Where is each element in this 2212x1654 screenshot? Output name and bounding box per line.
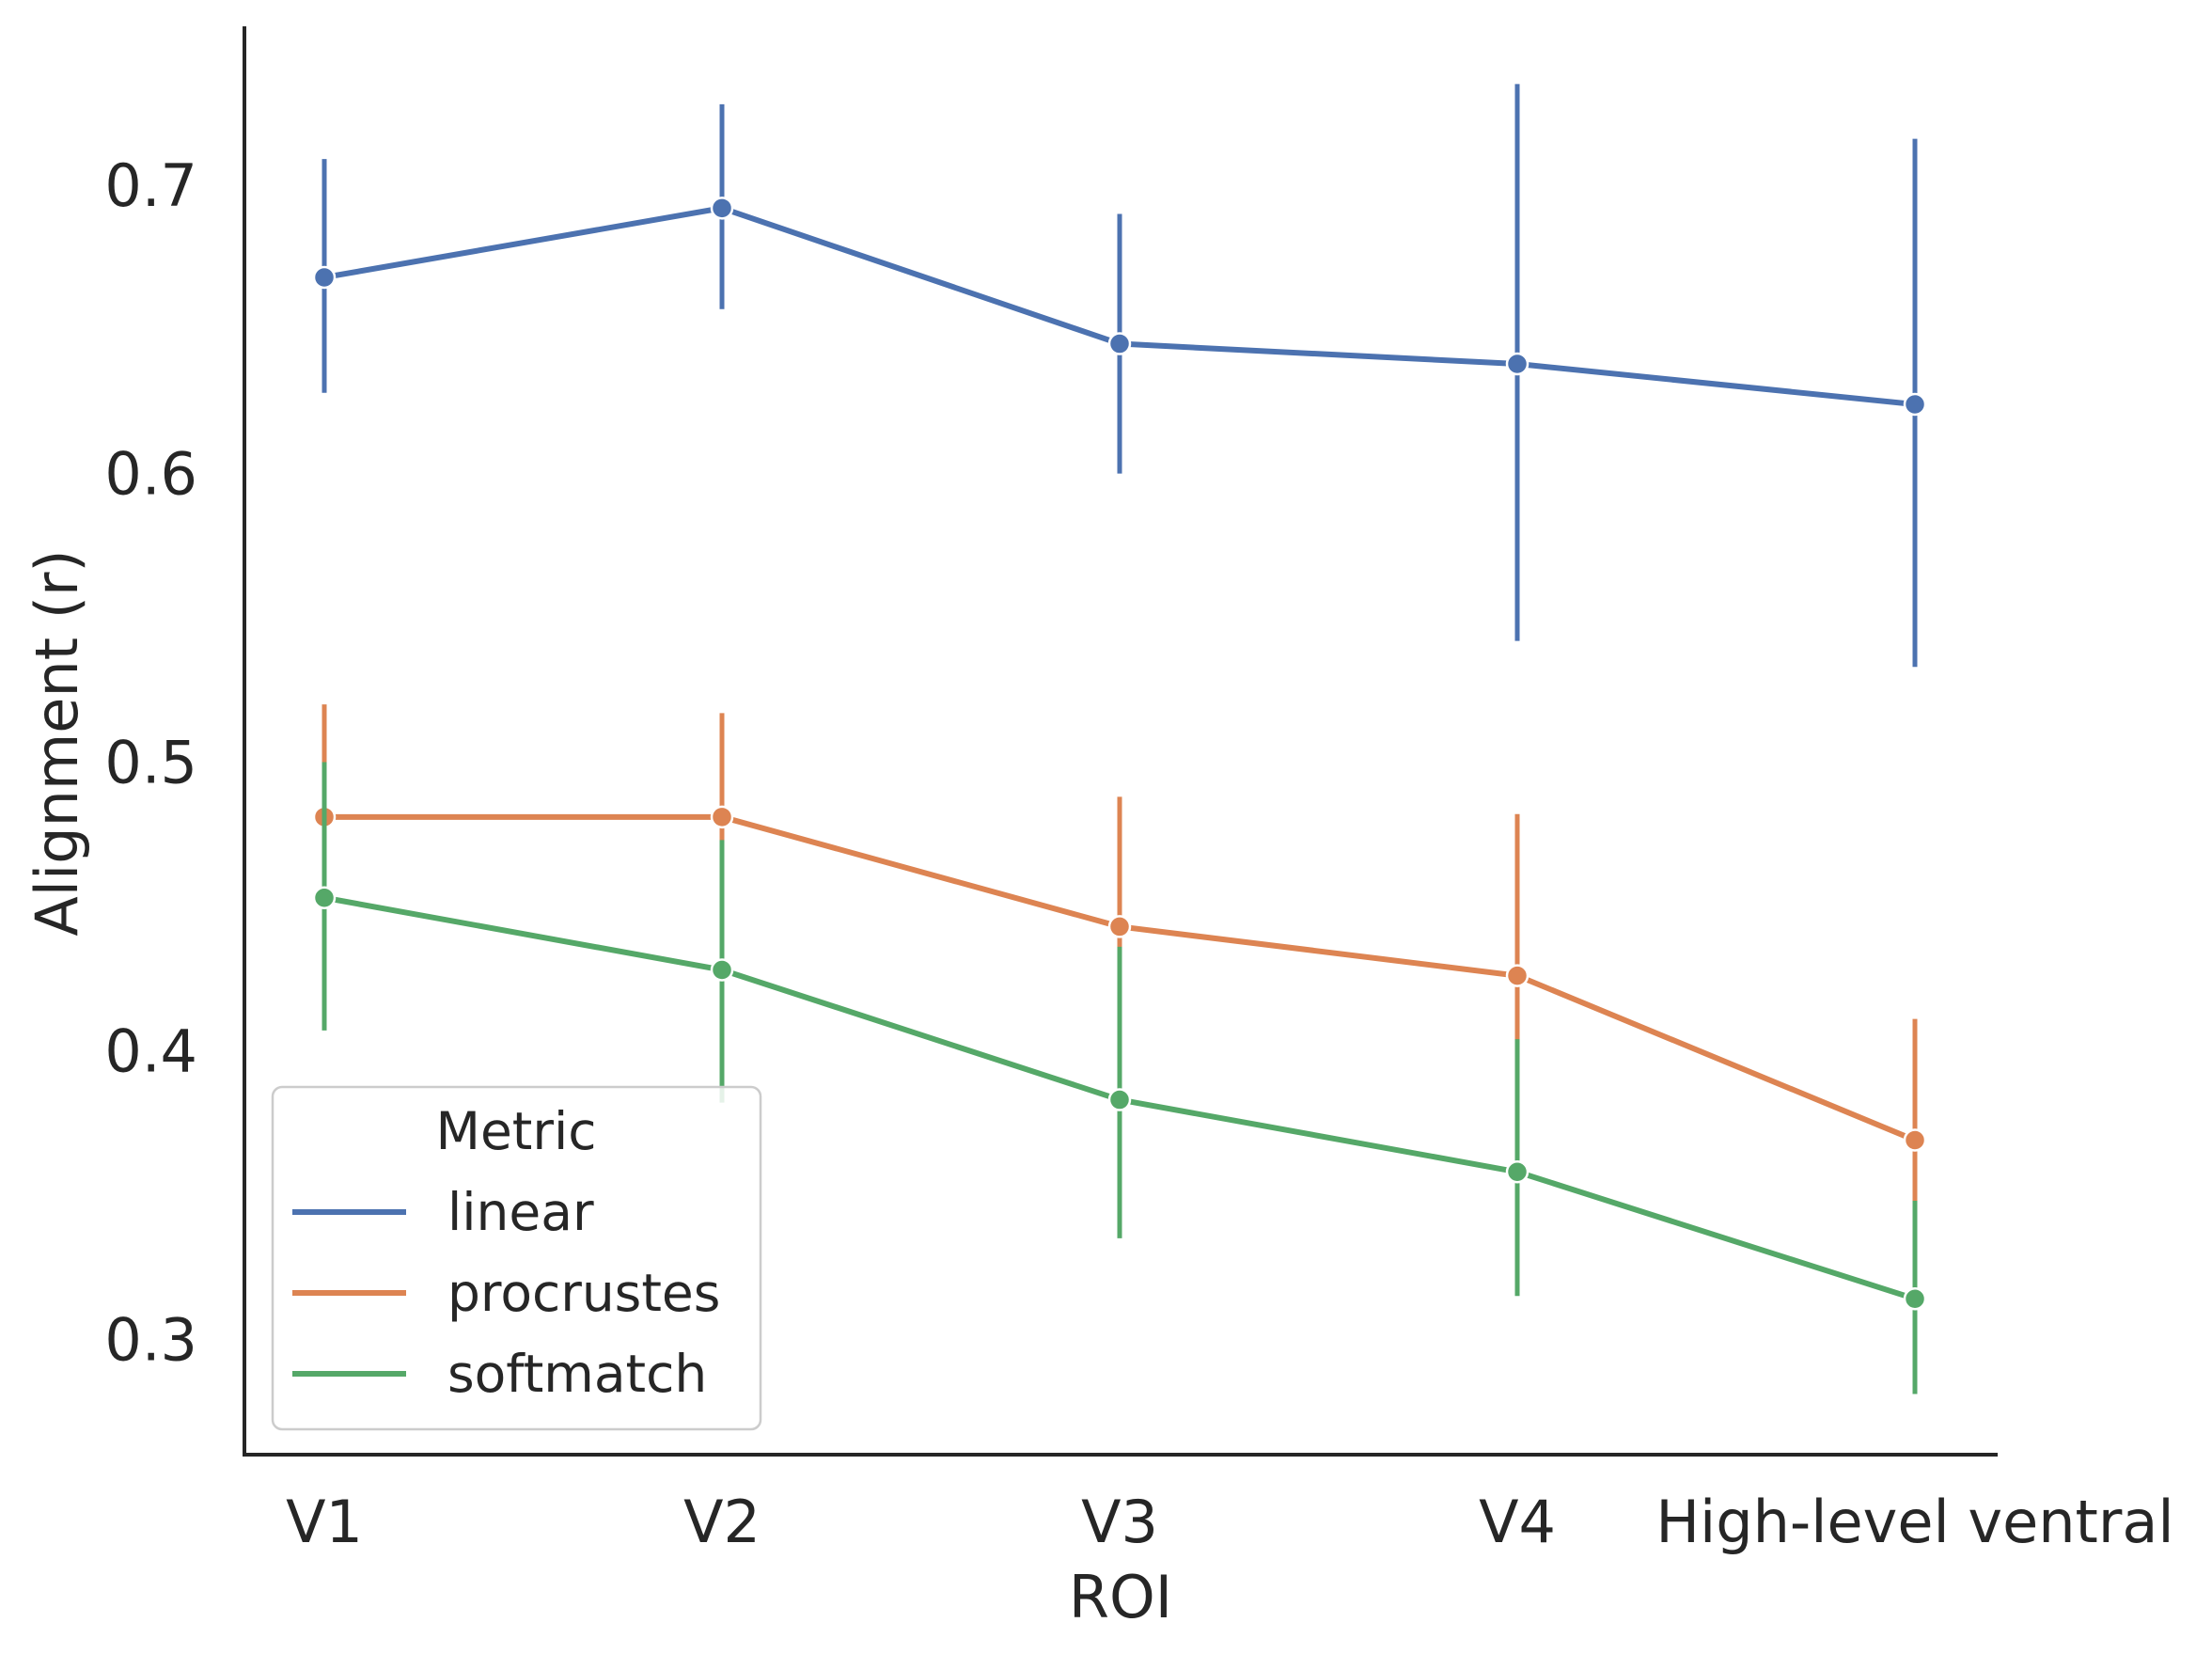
legend-items: linear procrustes softmatch bbox=[292, 1182, 720, 1404]
y-axis-title: Alignment (r) bbox=[23, 549, 91, 936]
legend-box bbox=[271, 1085, 762, 1431]
x-tick-label: V1 bbox=[286, 1488, 363, 1556]
data-point-linear bbox=[1903, 392, 1927, 417]
x-tick-label: V3 bbox=[1081, 1488, 1158, 1556]
data-point-linear bbox=[1107, 332, 1132, 355]
legend: Metric linear procrustes softmatch bbox=[271, 1085, 762, 1431]
data-point-softmatch bbox=[1903, 1287, 1927, 1311]
y-tick-label: 0.5 bbox=[104, 729, 197, 797]
y-tick-label: 0.7 bbox=[104, 151, 197, 220]
data-point-softmatch bbox=[710, 958, 734, 982]
legend-label-softmatch: softmatch bbox=[447, 1344, 707, 1404]
x-tick-label: V2 bbox=[683, 1488, 761, 1556]
x-tick-label: High-level ventral bbox=[1655, 1488, 2173, 1556]
data-point-linear bbox=[710, 197, 734, 220]
legend-label-linear: linear bbox=[447, 1182, 594, 1242]
legend-label-procrustes: procrustes bbox=[447, 1263, 720, 1323]
legend-title: Metric bbox=[436, 1101, 597, 1161]
data-point-procrustes bbox=[1107, 915, 1132, 938]
y-tick-labels: 0.3 0.4 0.5 0.6 0.7 bbox=[104, 151, 197, 1374]
data-point-softmatch bbox=[312, 886, 337, 909]
series-softmatch bbox=[312, 762, 1927, 1394]
y-tick-label: 0.4 bbox=[104, 1016, 197, 1085]
x-tick-label: V4 bbox=[1479, 1488, 1556, 1556]
data-point-linear bbox=[312, 265, 337, 290]
series-layer bbox=[312, 84, 1927, 1394]
data-point-procrustes bbox=[1903, 1128, 1927, 1152]
data-point-procrustes bbox=[710, 805, 734, 829]
x-tick-labels: V1 V2 V3 V4 High-level ventral bbox=[286, 1488, 2174, 1556]
x-axis-title: ROI bbox=[1069, 1563, 1172, 1631]
data-point-procrustes bbox=[1505, 964, 1530, 987]
y-tick-label: 0.6 bbox=[104, 440, 197, 509]
y-tick-label: 0.3 bbox=[104, 1305, 197, 1374]
data-point-softmatch bbox=[1505, 1160, 1530, 1184]
data-point-linear bbox=[1505, 352, 1530, 376]
data-point-softmatch bbox=[1107, 1088, 1132, 1111]
series-linear bbox=[312, 84, 1927, 668]
